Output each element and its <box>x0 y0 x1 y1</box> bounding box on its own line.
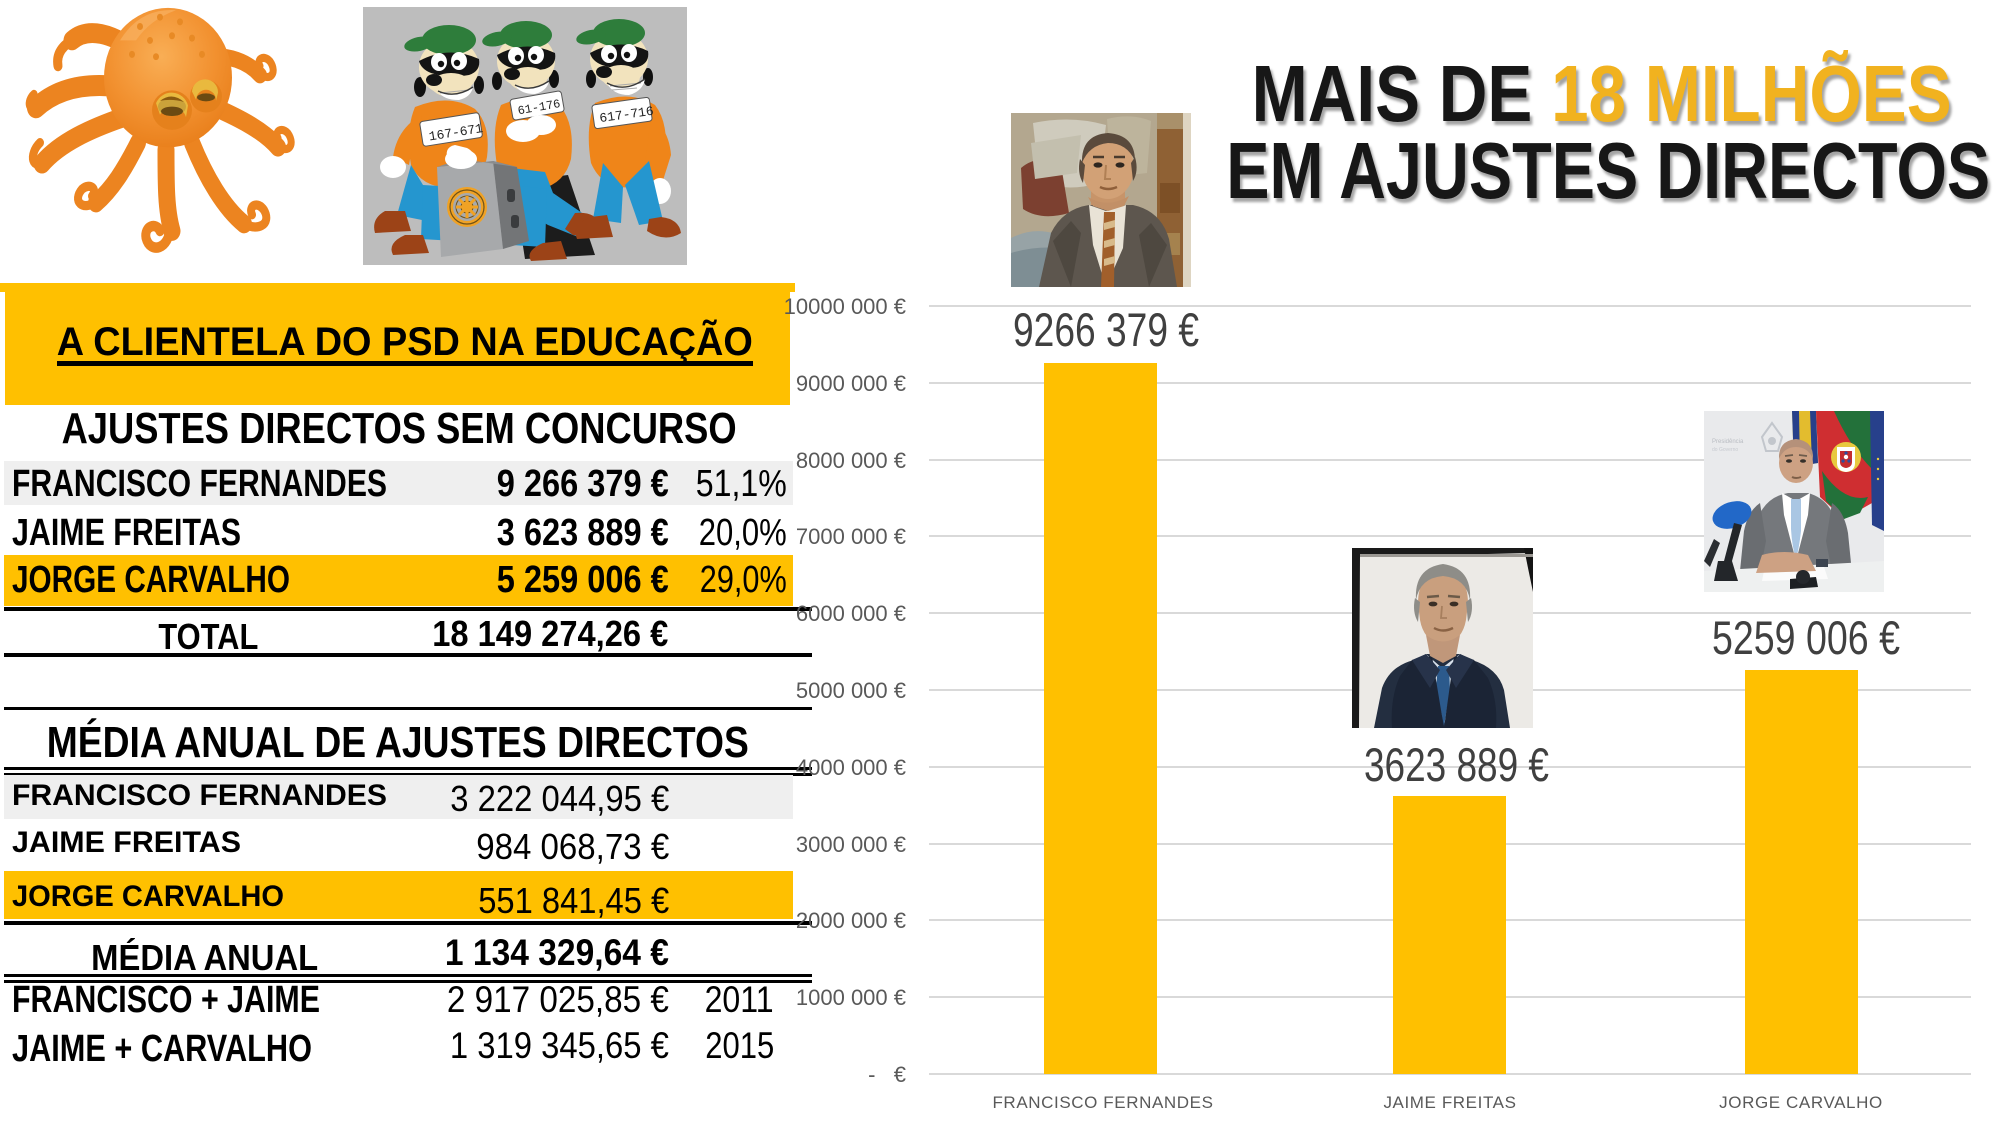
svg-text:Presidência: Presidência <box>1712 439 1744 445</box>
svg-text:do Governo: do Governo <box>1712 447 1738 453</box>
